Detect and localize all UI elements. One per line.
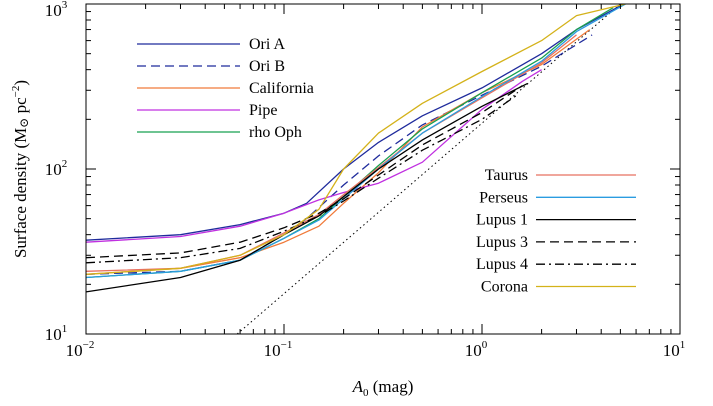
x-tick-label: 10−1 — [264, 339, 293, 360]
series-line-lupus-1 — [86, 82, 528, 293]
legend-label-lupus-1: Lupus 1 — [476, 212, 528, 229]
x-axis-title: A0 (mag) — [352, 377, 414, 399]
reference-line-dotted — [236, 4, 621, 334]
series-layer — [86, 4, 626, 334]
legend-label-lupus-3: Lupus 3 — [476, 234, 528, 251]
series-line-corona — [86, 4, 626, 275]
series-line-california — [86, 29, 591, 275]
x-tick-label: 10−2 — [66, 339, 95, 360]
legend-label-taurus: Taurus — [485, 167, 528, 184]
series-line-lupus-4 — [86, 94, 518, 264]
legend-label-pipe: Pipe — [249, 102, 277, 119]
legend-label-rho-oph: rho Oph — [249, 124, 302, 141]
y-tick-label: 101 — [45, 323, 68, 344]
legend-top-left: Ori A Ori B California Pipe rho Oph — [137, 36, 314, 141]
series-line-perseus — [86, 4, 626, 279]
y-tick-label: 103 — [45, 0, 68, 20]
ticks-layer — [85, 4, 680, 335]
tick-labels-layer: 10−2 10−1 100 101 101 102 103 — [45, 0, 686, 360]
x-tick-label: 100 — [465, 339, 488, 360]
plot-frame — [85, 3, 681, 335]
y-axis-title: Surface density (M⊙ pc−2) — [10, 80, 31, 258]
x-tick-label: 101 — [663, 339, 686, 360]
legend-label-california: California — [249, 80, 314, 97]
y-tick-label: 102 — [45, 158, 68, 179]
series-line-lupus-3 — [86, 85, 523, 259]
legend-label-perseus: Perseus — [479, 189, 528, 206]
legend-label-corona: Corona — [481, 279, 528, 296]
legend-bottom-right: Taurus Perseus Lupus 1 Lupus 3 Lupus 4 Corona — [476, 167, 636, 296]
series-line-ori-a — [86, 4, 625, 241]
legend-label-lupus-4: Lupus 4 — [476, 256, 528, 273]
legend-label-ori-b: Ori B — [249, 58, 285, 75]
legend-label-ori-a: Ori A — [249, 36, 285, 53]
